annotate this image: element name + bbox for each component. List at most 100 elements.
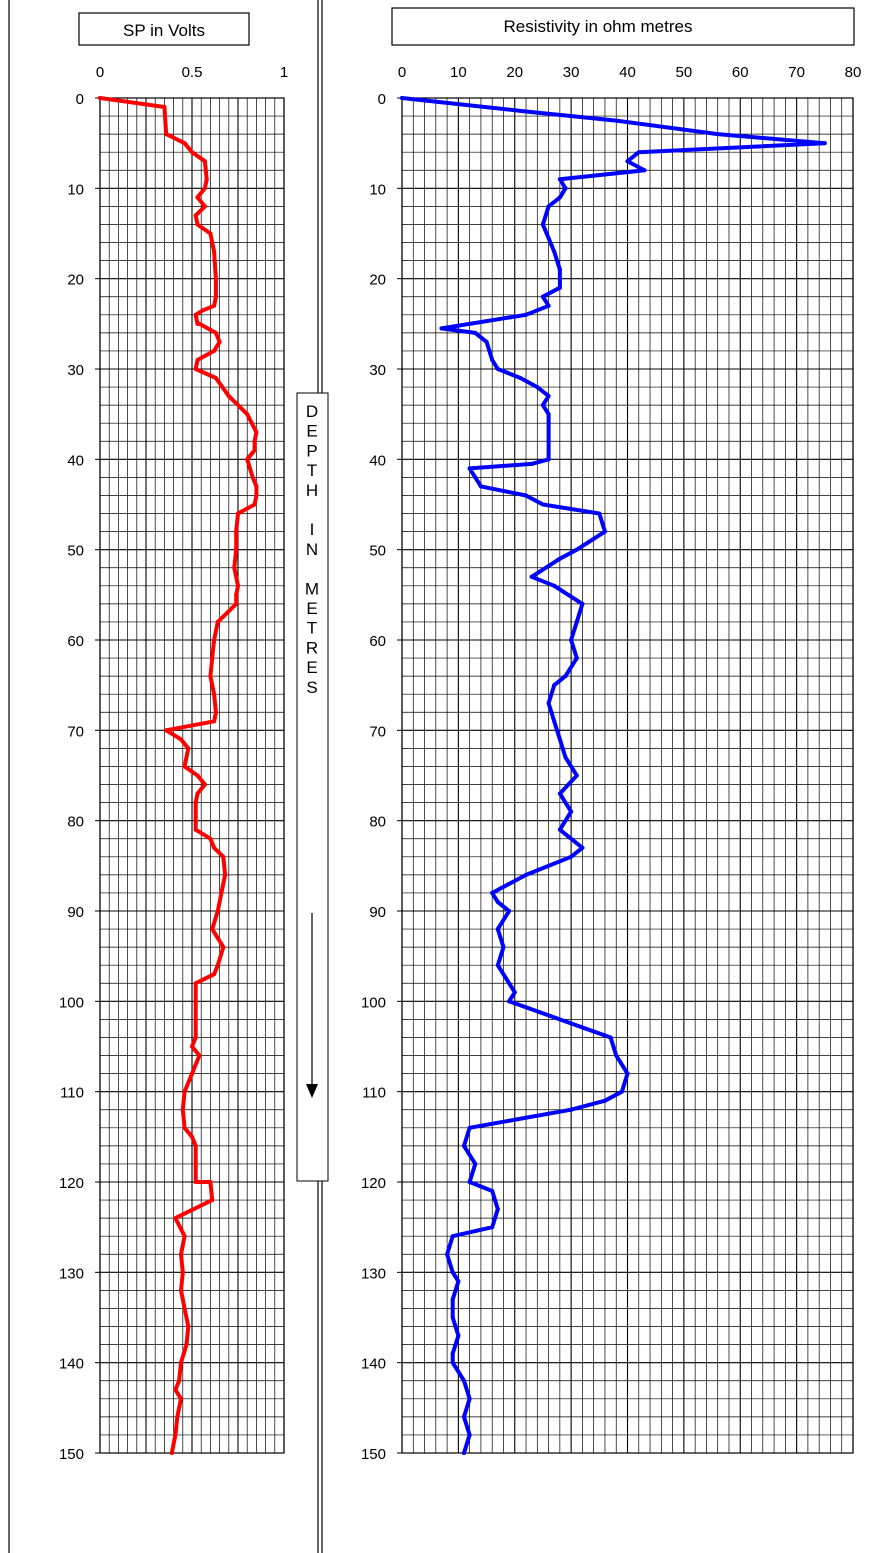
- resistivity-x-tick-label: 0: [398, 64, 406, 81]
- sp-data-point: [193, 809, 198, 814]
- sp-data-point: [197, 321, 202, 326]
- resistivity-data-point: [552, 719, 557, 724]
- resistivity-title: Resistivity in ohm metres: [504, 17, 693, 36]
- sp-data-point: [177, 1378, 182, 1383]
- sp-data-point: [182, 764, 187, 769]
- sp-data-point: [234, 547, 239, 552]
- resistivity-data-point: [529, 461, 534, 466]
- sp-data-point: [178, 1360, 183, 1365]
- resistivity-data-point: [490, 1225, 495, 1230]
- sp-data-point: [180, 1107, 185, 1112]
- resistivity-data-point: [495, 367, 500, 371]
- resistivity-data-point: [636, 150, 641, 155]
- sp-depth-tick-label: 50: [67, 543, 84, 560]
- resistivity-data-point: [507, 999, 512, 1004]
- sp-data-point: [190, 1134, 194, 1139]
- sp-data-point: [212, 638, 217, 642]
- sp-data-point: [193, 312, 198, 317]
- resistivity-data-point: [574, 656, 579, 661]
- sp-data-point: [190, 1071, 194, 1076]
- resistivity-data-point: [450, 1351, 455, 1356]
- sp-data-point: [195, 222, 200, 227]
- resistivity-data-point: [501, 945, 506, 950]
- depth-label-letter: P: [306, 441, 317, 460]
- sp-data-point: [193, 999, 198, 1004]
- sp-data-point: [208, 836, 213, 841]
- sp-data-point: [193, 827, 198, 832]
- sp-depth-tick-label: 150: [59, 1446, 84, 1463]
- resistivity-depth-tick-label: 80: [369, 814, 386, 831]
- depth-label-letter: T: [307, 461, 317, 480]
- resistivity-data-point: [512, 990, 517, 995]
- resistivity-data-point: [580, 845, 585, 850]
- sp-depth-tick-label: 60: [67, 633, 84, 650]
- resistivity-log-line: [400, 96, 827, 1455]
- resistivity-data-point: [540, 222, 545, 227]
- resistivity-data-point: [569, 809, 574, 814]
- sp-data-point: [162, 105, 167, 110]
- sp-data-point: [210, 656, 215, 661]
- sp-data-point: [182, 141, 187, 146]
- depth-label-letter: R: [306, 638, 318, 657]
- sp-data-point: [193, 213, 198, 218]
- depth-label-letter: M: [305, 579, 319, 598]
- resistivity-data-point: [456, 1333, 461, 1338]
- sp-depth-tick-label: 90: [67, 904, 84, 921]
- sp-data-point: [193, 818, 198, 823]
- resistivity-data-point: [540, 502, 545, 507]
- resistivity-data-point: [546, 701, 551, 706]
- sp-x-tick-label: 0: [96, 64, 104, 81]
- resistivity-data-point: [822, 141, 827, 146]
- resistivity-data-point: [450, 1297, 455, 1302]
- resistivity-depth-tick-label: 130: [361, 1265, 386, 1282]
- sp-data-point: [195, 791, 200, 796]
- sp-data-point: [212, 845, 217, 850]
- sp-title: SP in Volts: [123, 21, 205, 40]
- sp-data-point: [212, 303, 217, 308]
- depth-label-letter: E: [306, 422, 317, 441]
- resistivity-data-point: [563, 674, 568, 679]
- resistivity-data-point: [557, 791, 562, 796]
- sp-data-point: [182, 1125, 187, 1130]
- resistivity-data-point: [614, 118, 619, 123]
- sp-data-point: [254, 493, 259, 498]
- resistivity-depth-tick-label: 50: [369, 543, 386, 560]
- resistivity-data-point: [563, 186, 568, 191]
- sp-depth-tick-label: 10: [67, 181, 84, 198]
- resistivity-depth-tick-label: 70: [369, 723, 386, 740]
- sp-data-point: [173, 1216, 178, 1221]
- resistivity-data-point: [552, 683, 557, 688]
- resistivity-depth-tick-label: 120: [361, 1175, 386, 1192]
- resistivity-data-point: [524, 872, 529, 877]
- sp-data-point: [234, 529, 239, 534]
- depth-label-letter: D: [306, 402, 318, 421]
- resistivity-depth-tick-label: 110: [362, 1085, 386, 1102]
- sp-data-point: [197, 1053, 202, 1058]
- sp-data-point: [204, 177, 209, 182]
- resistivity-data-point: [467, 466, 472, 471]
- resistivity-title-box: Resistivity in ohm metres: [391, 7, 855, 46]
- resistivity-data-point: [574, 773, 579, 778]
- sp-data-point: [193, 367, 198, 371]
- sp-data-point: [232, 565, 237, 570]
- sp-data-point: [186, 746, 191, 751]
- resistivity-axis-labels: 0 10 20 30 40 50 60 70 80 0 10 20 30 40 50 60 70 80 90 100 1…: [361, 64, 861, 1463]
- sp-data-point: [178, 737, 183, 742]
- depth-label-letter: E: [306, 599, 317, 618]
- resistivity-data-point: [625, 159, 630, 164]
- sp-data-point: [212, 348, 217, 353]
- resistivity-data-point: [467, 1396, 472, 1401]
- sp-data-point: [215, 909, 220, 913]
- resistivity-data-point: [462, 1143, 467, 1148]
- sp-data-point: [213, 710, 218, 715]
- sp-data-point: [254, 484, 259, 489]
- sp-data-point: [193, 1180, 198, 1184]
- sp-depth-tick-label: 30: [67, 362, 84, 379]
- resistivity-data-point: [495, 899, 500, 904]
- resistivity-data-point: [557, 737, 562, 742]
- resistivity-data-point: [540, 403, 545, 408]
- resistivity-data-point: [557, 267, 562, 272]
- sp-data-point: [178, 1288, 183, 1293]
